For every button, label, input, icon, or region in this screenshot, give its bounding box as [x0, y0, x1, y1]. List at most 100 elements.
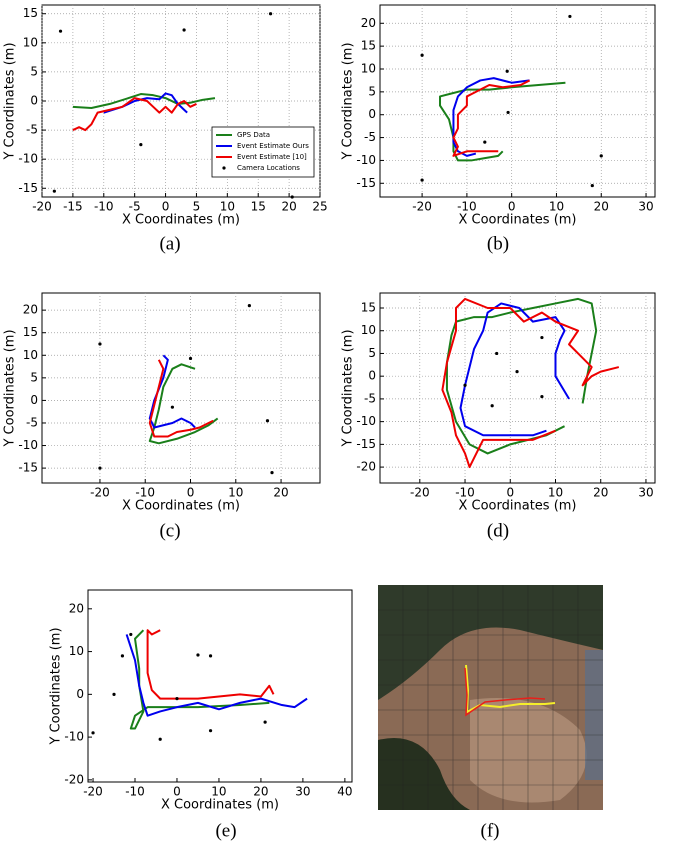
y-tick-label: 0 — [368, 369, 376, 383]
x-tick-label: -10 — [94, 200, 114, 214]
x-axis-label: X Coordinates (m) — [161, 798, 279, 813]
x-tick-label: -5 — [129, 200, 141, 214]
y-tick-label: 15 — [23, 325, 38, 339]
y-tick-label: 15 — [361, 301, 376, 315]
y-tick-label: -15 — [18, 181, 38, 195]
camera-point — [265, 419, 270, 423]
x-tick-label: -10 — [135, 486, 155, 500]
camera-point — [98, 466, 102, 470]
trajectory-line — [103, 92, 188, 114]
y-axis-label: Y Coordinates (m) — [3, 329, 18, 447]
trajectory-line — [148, 354, 196, 429]
x-tick-label: 30 — [295, 785, 310, 799]
x-tick-label: 15 — [251, 200, 266, 214]
y-axis-label: Y Coordinates (m) — [49, 627, 64, 745]
y-tick-label: 0 — [30, 94, 38, 108]
y-tick-label: 5 — [368, 346, 376, 360]
plot-area — [87, 589, 353, 783]
x-tick-label: 0 — [173, 785, 181, 799]
aerial-image — [378, 585, 603, 810]
x-tick-label: 10 — [220, 200, 235, 214]
plot-area — [41, 292, 321, 484]
camera-point — [268, 12, 273, 16]
chart-panel: -20 -10 0 10 20 30 -20 -15 -10 -5 0 5 10 15 X Coordina… — [341, 292, 656, 541]
trajectory-line — [72, 97, 197, 132]
camera-point — [182, 28, 186, 32]
camera-point — [599, 154, 603, 158]
x-tick-label: -15 — [63, 200, 83, 214]
x-tick-label: 20 — [253, 785, 268, 799]
x-tick-label: 20 — [281, 200, 296, 214]
x-axis-label: X Coordinates (m) — [122, 499, 240, 514]
camera-point — [420, 178, 424, 182]
caption: (d) — [487, 520, 509, 541]
trajectory-line — [125, 634, 308, 717]
camera-point — [495, 351, 499, 356]
y-tick-label: -10 — [64, 730, 84, 744]
legend-marker — [222, 166, 226, 170]
legend-label: Event Estimate Ours — [237, 142, 309, 150]
x-tick-label: -10 — [457, 200, 477, 214]
trajectory-line — [441, 297, 620, 469]
y-tick-label: 20 — [361, 16, 376, 30]
chart-panel: -20 -15 -10 -5 0 5 10 15 20 25 -15 -10 -5 0 5 10 15 X Coo… — [3, 4, 328, 254]
y-axis-label: Y Coordinates (m) — [341, 42, 356, 160]
trajectory-line — [452, 79, 531, 157]
y-tick-label: 20 — [23, 303, 38, 317]
y-axis-label: Y Coordinates (m) — [341, 329, 356, 447]
y-tick-label: -5 — [364, 130, 376, 144]
x-tick-label: -20 — [32, 200, 52, 214]
y-tick-label: 5 — [30, 64, 38, 78]
trajectory-line — [146, 629, 275, 700]
camera-point — [112, 692, 116, 696]
camera-point — [91, 731, 95, 735]
x-tick-label: -20 — [83, 785, 103, 799]
y-tick-label: 10 — [23, 348, 38, 362]
camera-point — [270, 471, 274, 475]
y-tick-label: 0 — [30, 393, 38, 407]
y-tick-label: -10 — [18, 152, 38, 166]
y-tick-label: -5 — [364, 391, 376, 405]
x-tick-label: 20 — [273, 486, 288, 500]
y-tick-label: -15 — [356, 176, 376, 190]
y-tick-label: 5 — [368, 84, 376, 98]
camera-point — [463, 383, 467, 387]
x-tick-label: 30 — [638, 486, 653, 500]
camera-point — [505, 69, 509, 73]
camera-point — [290, 195, 294, 199]
camera-point — [540, 335, 544, 340]
y-tick-label: 5 — [30, 370, 38, 384]
y-tick-label: -20 — [64, 772, 84, 786]
y-tick-label: 10 — [23, 35, 38, 49]
x-tick-label: -10 — [455, 486, 475, 500]
y-tick-label: -10 — [356, 153, 376, 167]
x-tick-label: 0 — [187, 486, 195, 500]
caption: (a) — [159, 233, 180, 254]
y-tick-label: 20 — [69, 601, 84, 615]
camera-point — [540, 395, 544, 399]
trajectory-line — [148, 359, 214, 438]
camera-point — [158, 737, 162, 741]
x-tick-label: 0 — [508, 200, 516, 214]
y-tick-label: -15 — [18, 461, 38, 475]
trajectory-line — [129, 629, 270, 730]
x-axis-label: X Coordinates (m) — [458, 499, 576, 514]
x-tick-label: 0 — [162, 200, 170, 214]
trajectory-line — [72, 93, 216, 109]
chart-panel: -20 -10 0 10 20 -15 -10 -5 0 5 10 15 20 X Coordinates… — [3, 292, 321, 541]
y-tick-label: 10 — [361, 323, 376, 337]
x-tick-label: 25 — [312, 200, 327, 214]
legend-label: Camera Locations — [237, 164, 300, 172]
camera-point — [196, 653, 200, 657]
caption: (c) — [159, 520, 180, 541]
x-tick-label: -20 — [410, 486, 430, 500]
plot-area — [379, 292, 656, 484]
y-tick-label: 15 — [361, 39, 376, 53]
trajectory-line — [439, 81, 566, 162]
camera-point — [420, 53, 424, 57]
y-tick-label: -10 — [356, 414, 376, 428]
camera-point — [490, 404, 494, 408]
legend-label: GPS Data — [237, 131, 270, 139]
